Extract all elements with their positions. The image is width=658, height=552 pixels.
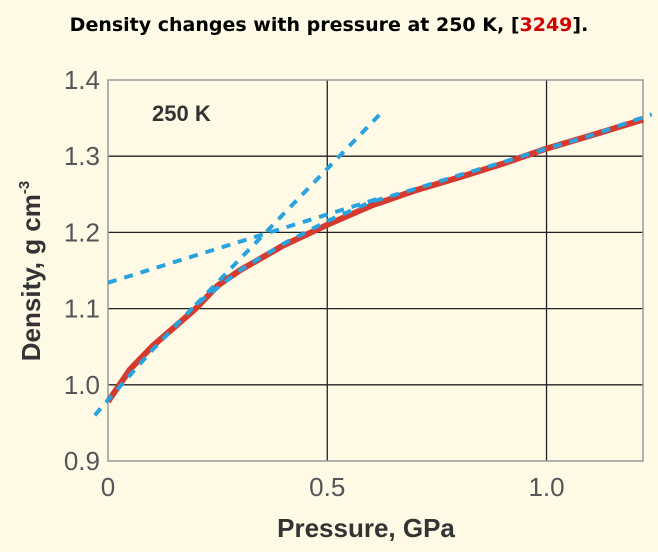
tick-label-layer: 0.9 1.0 1.1 1.2 1.3 1.4 0 0.5 1.0 [64, 65, 565, 502]
x-tick-label: 0 [101, 472, 115, 502]
plot-frame [107, 79, 644, 462]
fit-dashed-line [93, 112, 653, 417]
plot-background [108, 80, 643, 461]
y-axis-title: Density, g cm-3 [16, 181, 46, 361]
temperature-annotation: 250 K [152, 101, 211, 126]
series-layer [93, 112, 653, 417]
x-tick-label: 1.0 [528, 472, 564, 502]
chart-title: Density changes with pressure at 250 K, … [0, 14, 658, 36]
y-axis-title-text: Density, g cm [16, 194, 46, 361]
fit-dashed-line [107, 196, 381, 285]
y-tick-label: 1.0 [64, 370, 100, 400]
y-tick-label: 1.1 [64, 294, 100, 324]
chart-title-text: Density changes with pressure at 250 K, … [69, 14, 520, 36]
y-tick-label: 1.4 [64, 65, 100, 95]
svg-text:Density, g cm-3: Density, g cm-3 [16, 181, 46, 361]
x-tick-label: 0.5 [309, 472, 345, 502]
y-tick-label: 1.2 [64, 217, 100, 247]
y-axis-unit-exponent: -3 [16, 181, 33, 194]
reference-link[interactable]: 3249 [519, 14, 573, 36]
x-axis-title: Pressure, GPa [277, 513, 455, 543]
chart-title-end: ]. [572, 14, 589, 36]
y-tick-label: 0.9 [64, 446, 100, 476]
y-tick-label: 1.3 [64, 141, 100, 171]
